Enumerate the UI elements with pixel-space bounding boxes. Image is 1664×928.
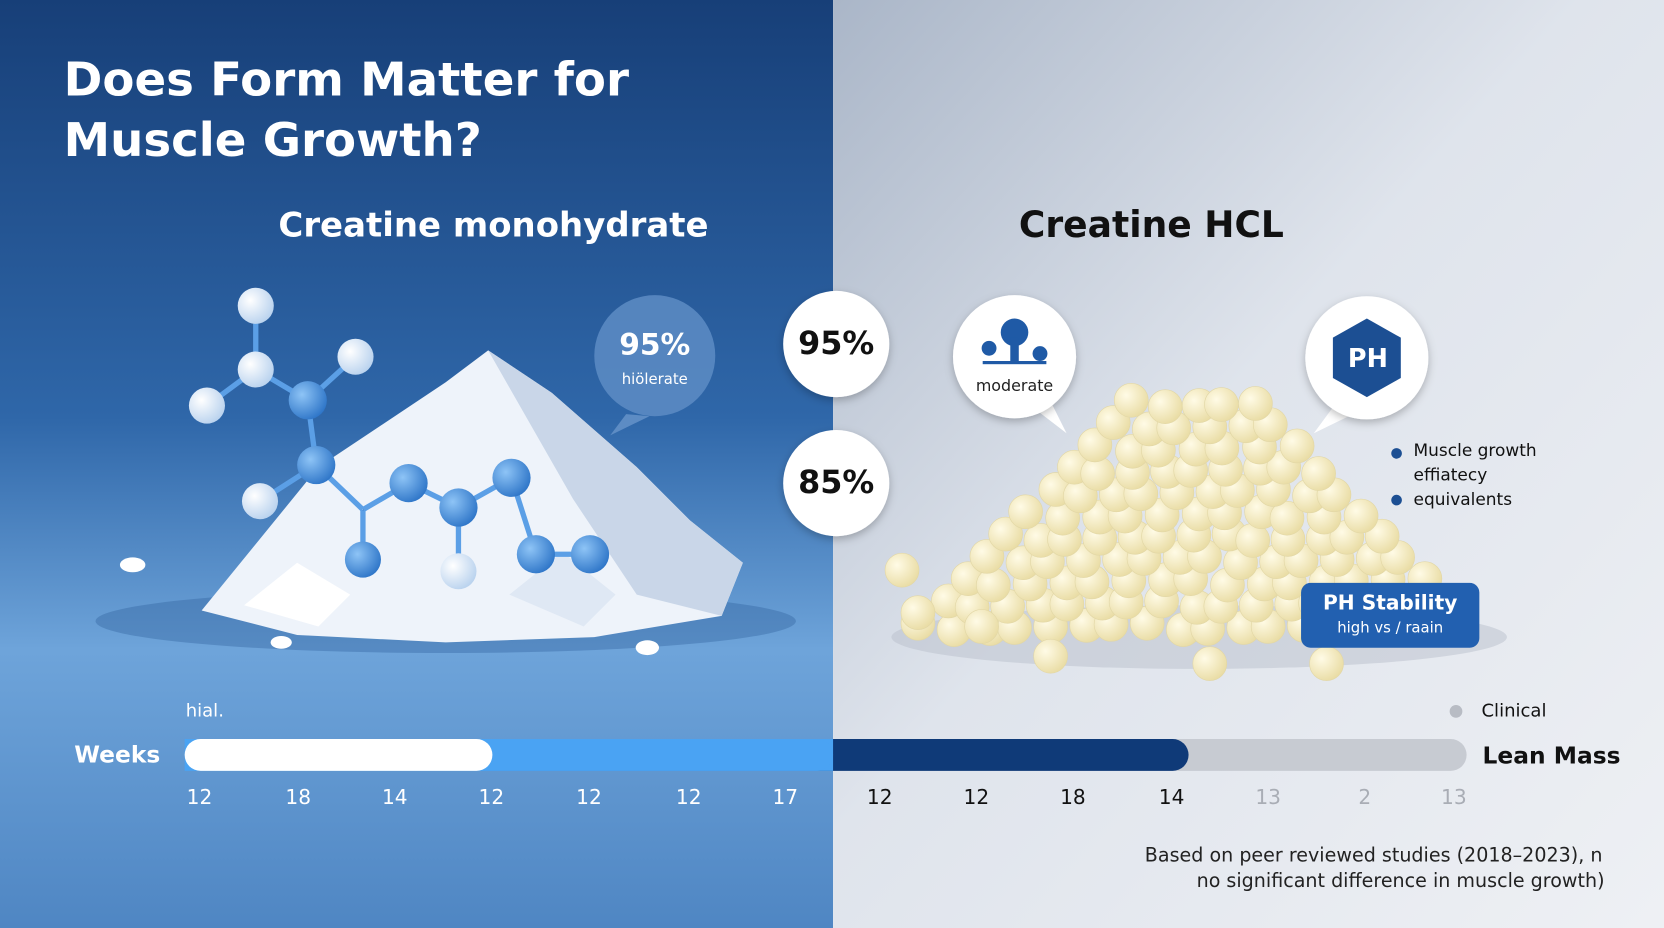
ph-box-title: PH Stability <box>1323 591 1457 615</box>
legend-item: effiatecy <box>1414 466 1488 486</box>
timeline-tick: 13 <box>1255 785 1281 809</box>
title: Muscle Growth? <box>64 114 482 168</box>
pill <box>1033 638 1068 674</box>
pill <box>988 516 1023 552</box>
title: Does Form Matter for <box>64 53 629 107</box>
timeline-tick: 12 <box>187 785 213 809</box>
pill <box>1279 428 1315 464</box>
timeline-tick: 17 <box>772 785 798 809</box>
timeline-tick: 14 <box>1159 785 1185 809</box>
pill <box>1147 389 1183 424</box>
pill <box>964 609 999 644</box>
timeline-tick: 18 <box>285 785 311 809</box>
legend-item: equivalents <box>1414 490 1513 510</box>
ph-icon-bubble: PH <box>1305 296 1429 434</box>
bubble-value: 95% <box>619 328 690 363</box>
ph-icon-label: PH <box>1348 344 1388 374</box>
timeline-tick: 12 <box>964 785 990 809</box>
pill <box>884 552 920 588</box>
footnote: no significant difference in muscle grow… <box>1197 869 1605 892</box>
timeline-tick: 14 <box>382 785 408 809</box>
badge-value: 95% <box>798 324 874 362</box>
timeline-tick: 18 <box>1060 785 1086 809</box>
left-bubble: 95% hiölerate <box>594 295 716 436</box>
footnote: Based on peer reviewed studies (2018–202… <box>1145 843 1603 866</box>
pill <box>1113 382 1149 418</box>
bubble-label: moderate <box>976 376 1053 395</box>
badge-value: 85% <box>798 463 874 501</box>
pill <box>1238 386 1273 421</box>
timeline-tick: 12 <box>576 785 602 809</box>
pill <box>976 567 1011 603</box>
timeline-tick: 12 <box>676 785 702 809</box>
pill <box>1008 494 1043 530</box>
pill <box>1204 387 1239 422</box>
timeline-left-label: Weeks <box>74 740 160 768</box>
pill <box>1343 498 1379 534</box>
left-heading: Creatine monohydrate <box>278 206 708 246</box>
timeline-tick: 13 <box>1441 785 1467 809</box>
timeline-note: hial. <box>186 700 224 721</box>
timeline-legend: Clinical <box>1481 700 1546 721</box>
ph-stability-box: PH Stability high vs / raain <box>1301 582 1480 648</box>
ph-box-subtitle: high vs / raain <box>1337 619 1443 637</box>
pill <box>1301 456 1336 491</box>
legend-item: Muscle growth <box>1414 441 1537 461</box>
pill <box>900 595 936 630</box>
right-bubble: moderate <box>952 295 1077 434</box>
pill <box>1192 646 1228 681</box>
timeline-right-label: Lean Mass <box>1483 742 1621 770</box>
timeline-tick: 12 <box>867 785 893 809</box>
center-badges: 95% 85% <box>783 290 890 537</box>
pill <box>1269 500 1305 536</box>
pill <box>1309 646 1344 681</box>
right-heading: Creatine HCL <box>1019 204 1284 246</box>
right-legend: Muscle growth effiatecy equivalents <box>1391 441 1537 510</box>
timeline: hial. Clinical Weeks Lean Mass 12 18 14 12 1… <box>74 700 1620 809</box>
bubble-label: hiölerate <box>622 370 688 388</box>
timeline-tick: 12 <box>479 785 505 809</box>
molecule-illustration <box>188 287 610 590</box>
timeline-tick: 2 <box>1358 785 1371 809</box>
